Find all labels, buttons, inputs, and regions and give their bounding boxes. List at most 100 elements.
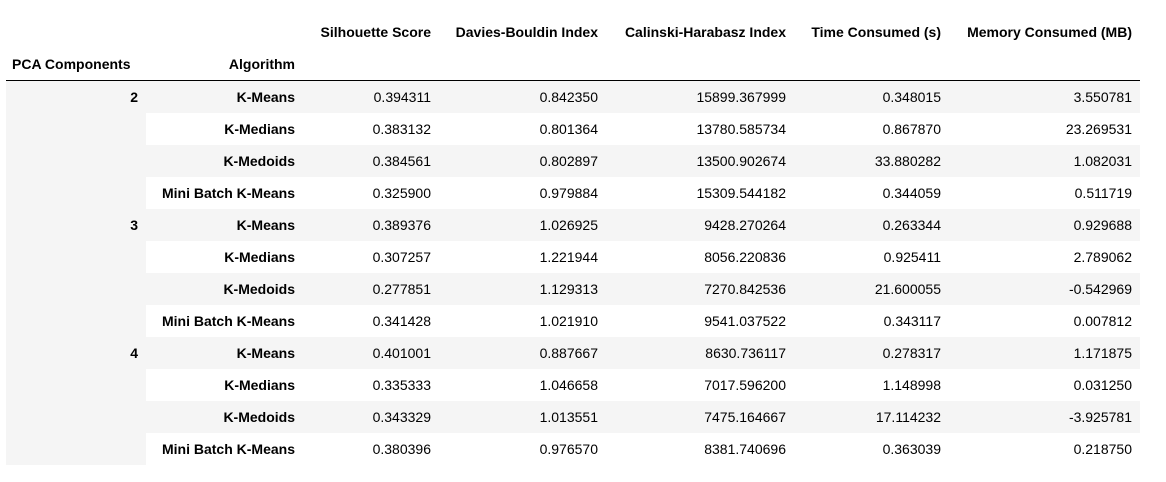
value-cell: 0.007812 — [1073, 313, 1132, 329]
value-cell: 0.867870 — [882, 121, 941, 137]
value-cell: 0.801364 — [539, 121, 598, 137]
algorithm-cell: K-Medoids — [146, 273, 303, 305]
value-cell: 0.277851 — [303, 273, 439, 305]
value-cell: 1.013551 — [439, 401, 606, 433]
value-cell: 1.171875 — [949, 337, 1140, 369]
value-cell: 0.887667 — [439, 337, 606, 369]
table-row: 4 K-Means 0.401001 0.887667 8630.736117 0.278… — [6, 337, 1140, 465]
value-cell: 0.380396 — [372, 441, 431, 457]
value-cell: 8381.740696 — [704, 441, 786, 457]
value-cell: 17.114232 — [794, 401, 949, 433]
index-header-row: PCA Components Algorithm — [6, 48, 1140, 81]
value-cell: 0.389376 — [303, 209, 439, 241]
table-row: Mini Batch K-Means 0.341428 1.021910 9541.0… — [6, 305, 1140, 337]
value-cell: 0.343329 — [303, 401, 439, 433]
value-cell: 3.550781 — [949, 80, 1140, 113]
value-cell: 7475.164667 — [606, 401, 794, 433]
value-cell: 0.511719 — [1074, 185, 1132, 201]
table-row: K-Medoids 0.343329 1.013551 7475.164667 17.1… — [6, 401, 1140, 433]
algorithm-cell: Mini Batch K-Means — [161, 441, 295, 457]
table-header: Silhouette Score Davies-Bouldin Index Ca… — [6, 16, 1140, 81]
algorithm-cell: K-Medians — [224, 121, 295, 137]
pca-components-cell: 4 — [6, 337, 146, 465]
value-cell: 1.148998 — [882, 377, 941, 393]
value-cell: 1.021910 — [539, 313, 598, 329]
algorithm-cell: K-Medoids — [146, 145, 303, 177]
value-cell: 9541.037522 — [704, 313, 786, 329]
value-cell: 0.344059 — [882, 185, 941, 201]
value-cell: 0.384561 — [303, 145, 439, 177]
algorithm-cell: Mini Batch K-Means — [161, 313, 295, 329]
column-header: Calinski-Harabasz Index — [624, 24, 786, 40]
value-cell: 0.307257 — [372, 249, 431, 265]
value-cell: 0.401001 — [303, 337, 439, 369]
algorithm-cell: K-Means — [146, 337, 303, 369]
value-cell: 0.335333 — [372, 377, 431, 393]
table-row: 3 K-Means 0.389376 1.026925 9428.270264 0.263… — [6, 209, 1140, 337]
table-row: 2 K-Means 0.394311 0.842350 15899.367999 0.34… — [6, 80, 1140, 209]
pca-components-cell: 2 — [6, 80, 146, 209]
index-name-pca: PCA Components — [6, 48, 146, 81]
column-header: Davies-Bouldin Index — [455, 24, 598, 40]
table-row: K-Medoids 0.277851 1.129313 7270.842536 21.6… — [6, 273, 1140, 305]
algorithm-cell: Mini Batch K-Means — [161, 185, 295, 201]
value-cell: 2.789062 — [1073, 249, 1132, 265]
table-row: K-Medians 0.335333 1.046658 7017.596200 1.14… — [6, 369, 1140, 401]
algorithm-cell: K-Medians — [224, 249, 295, 265]
blank-header-cell — [949, 48, 1140, 81]
value-cell: 21.600055 — [794, 273, 949, 305]
value-cell: 0.348015 — [794, 80, 949, 113]
value-cell: 33.880282 — [794, 145, 949, 177]
value-cell: 0.929688 — [949, 209, 1140, 241]
table-row: Mini Batch K-Means 0.325900 0.979884 15309.… — [6, 177, 1140, 209]
value-cell: 0.278317 — [794, 337, 949, 369]
value-cell: 13780.585734 — [696, 121, 786, 137]
value-cell: 0.976570 — [539, 441, 598, 457]
column-header: Silhouette Score — [320, 24, 431, 40]
value-cell: 1.082031 — [949, 145, 1140, 177]
value-cell: 0.263344 — [794, 209, 949, 241]
table-row: K-Medoids 0.384561 0.802897 13500.902674 33.… — [6, 145, 1140, 177]
blank-header-cell — [606, 48, 794, 81]
value-cell: -0.542969 — [949, 273, 1140, 305]
value-cell: 0.925411 — [883, 249, 941, 265]
value-cell: 0.325900 — [372, 185, 431, 201]
value-cell: 0.363039 — [882, 441, 941, 457]
value-cell: 0.218750 — [1073, 441, 1132, 457]
value-cell: 0.383132 — [372, 121, 431, 137]
value-cell: 15309.544182 — [696, 185, 786, 201]
table-row: K-Medians 0.307257 1.221944 8056.220836 0.92… — [6, 241, 1140, 273]
column-header: Time Consumed (s) — [811, 24, 941, 40]
value-cell: 15899.367999 — [606, 80, 794, 113]
value-cell: 1.129313 — [439, 273, 606, 305]
algorithm-cell: K-Medoids — [146, 401, 303, 433]
value-cell: 7017.596200 — [704, 377, 786, 393]
value-cell: 9428.270264 — [606, 209, 794, 241]
value-cell: 0.979884 — [539, 185, 598, 201]
value-cell: 0.394311 — [303, 80, 439, 113]
table-body: 2 K-Means 0.394311 0.842350 15899.367999 0.34… — [6, 80, 1140, 465]
column-header-row: Silhouette Score Davies-Bouldin Index Ca… — [6, 16, 1140, 48]
value-cell: 0.343117 — [883, 313, 941, 329]
value-cell: 13500.902674 — [606, 145, 794, 177]
value-cell: 8630.736117 — [606, 337, 794, 369]
value-cell: 8056.220836 — [704, 249, 786, 265]
blank-header-cell — [146, 16, 303, 48]
blank-header-cell — [6, 16, 146, 48]
value-cell: 1.046658 — [539, 377, 598, 393]
algorithm-cell: K-Means — [146, 209, 303, 241]
results-dataframe: Silhouette Score Davies-Bouldin Index Ca… — [6, 16, 1140, 465]
value-cell: 1.221944 — [539, 249, 598, 265]
value-cell: 0.802897 — [439, 145, 606, 177]
value-cell: 0.842350 — [439, 80, 606, 113]
index-name-algorithm: Algorithm — [146, 48, 303, 81]
column-header: Memory Consumed (MB) — [967, 24, 1132, 40]
blank-header-cell — [439, 48, 606, 81]
value-cell: -3.925781 — [949, 401, 1140, 433]
value-cell: 0.031250 — [1073, 377, 1132, 393]
value-cell: 23.269531 — [1065, 121, 1132, 137]
table-row: Mini Batch K-Means 0.380396 0.976570 8381.7… — [6, 433, 1140, 465]
value-cell: 0.341428 — [372, 313, 431, 329]
blank-header-cell — [794, 48, 949, 81]
value-cell: 1.026925 — [439, 209, 606, 241]
